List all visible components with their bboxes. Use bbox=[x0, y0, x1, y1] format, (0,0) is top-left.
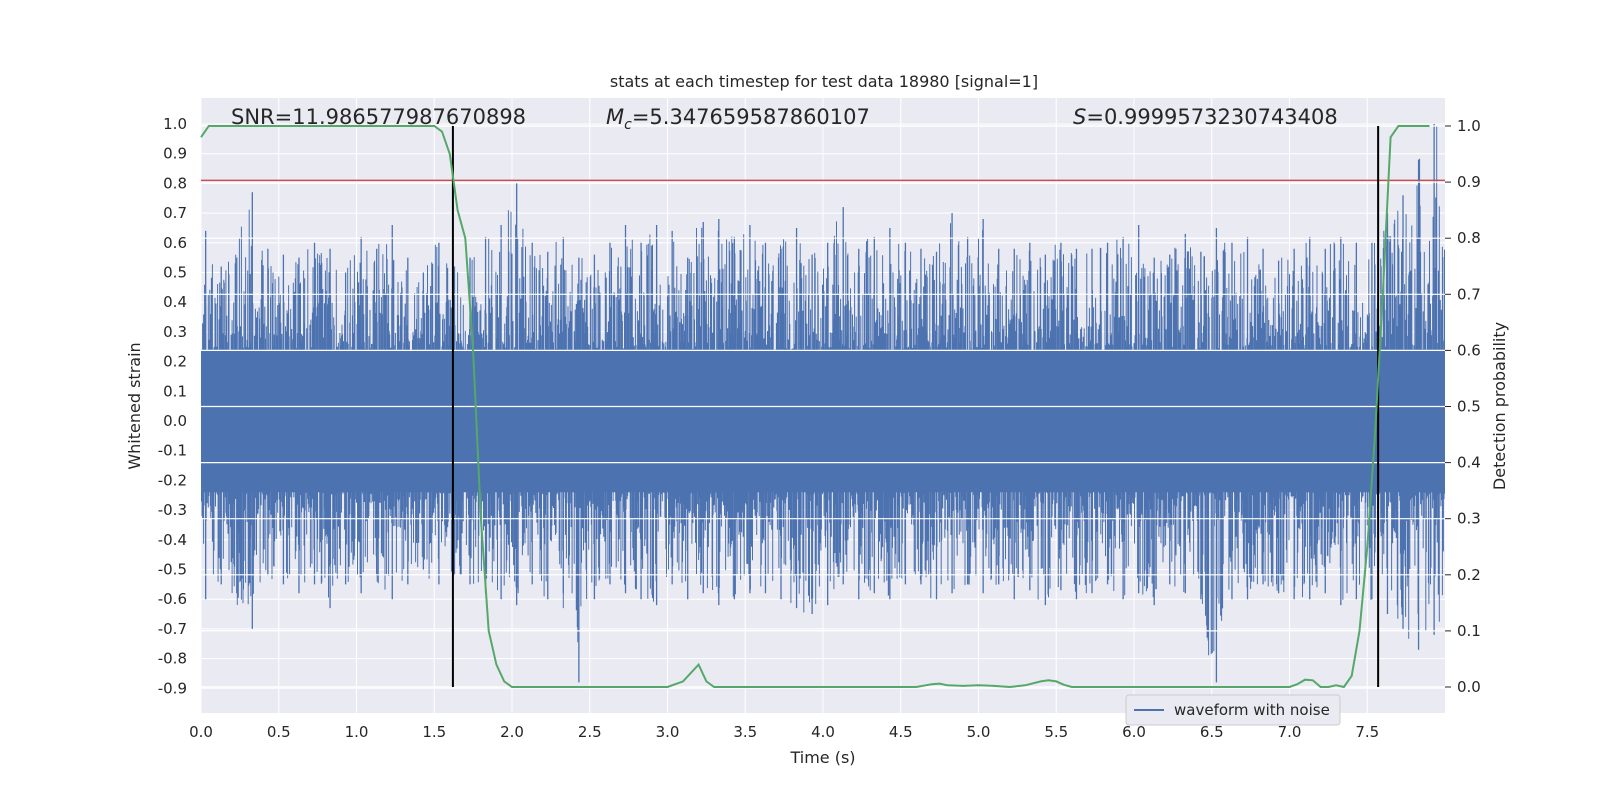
x-tick-label: 7.5 bbox=[1355, 723, 1379, 741]
legend: waveform with noise bbox=[1125, 694, 1341, 726]
x-tick-label: 0.5 bbox=[267, 723, 291, 741]
chirp-mass-symbol: M bbox=[606, 105, 624, 129]
legend-label: waveform with noise bbox=[1174, 701, 1330, 719]
snr-annotation: SNR=11.986577987670898 bbox=[231, 105, 526, 129]
x-tick-label: 4.0 bbox=[811, 723, 835, 741]
y2-tick-label: 0.1 bbox=[1457, 622, 1481, 640]
y-tick-label: -0.3 bbox=[158, 501, 187, 519]
chirp-mass-value: =5.347659587860107 bbox=[632, 105, 870, 129]
y2-tick-label: 0.4 bbox=[1457, 454, 1481, 472]
y-tick-label: 0.3 bbox=[163, 323, 187, 341]
y2-tick-label: 0.7 bbox=[1457, 285, 1481, 303]
y-tick-label: 0.1 bbox=[163, 382, 187, 400]
x-tick-label: 7.0 bbox=[1278, 723, 1302, 741]
y-tick-label: -0.2 bbox=[158, 471, 187, 489]
x-tick-label: 0.0 bbox=[189, 723, 213, 741]
score-symbol: S bbox=[1073, 105, 1086, 129]
x-tick-label: 5.5 bbox=[1044, 723, 1068, 741]
y-tick-label: -0.8 bbox=[158, 650, 187, 668]
y-tick-label: 0.4 bbox=[163, 293, 187, 311]
probability-line bbox=[200, 125, 1430, 689]
y-tick-label: -0.6 bbox=[158, 590, 187, 608]
y-tick-labels: 1.0 0.9 0.8 0.7 0.6 0.5 0.4 0.3 0.2 0.1 0.0 -0.1 -0.… bbox=[158, 115, 187, 697]
y2-tick-label: 0.0 bbox=[1457, 678, 1481, 696]
x-tick-label: 5.0 bbox=[967, 723, 991, 741]
legend-box bbox=[1125, 694, 1341, 726]
y2-axis-label: Detection probability bbox=[1490, 322, 1509, 490]
chirp-mass-annotation: Mc=5.347659587860107 bbox=[606, 105, 870, 133]
x-tick-label: 6.0 bbox=[1122, 723, 1146, 741]
waveform-core-band bbox=[201, 349, 1445, 493]
y2-tick-label: 0.6 bbox=[1457, 341, 1481, 359]
waveform-series bbox=[201, 124, 1445, 688]
x-tick-label: 1.0 bbox=[345, 723, 369, 741]
y-tick-label: -0.5 bbox=[158, 561, 187, 579]
chart-title: stats at each timestep for test data 189… bbox=[610, 72, 1038, 91]
x-tick-label: 6.5 bbox=[1200, 723, 1224, 741]
y-tick-label: 1.0 bbox=[163, 115, 187, 133]
y2-tick-label: 0.3 bbox=[1457, 510, 1481, 528]
y2-tick-label: 0.8 bbox=[1457, 229, 1481, 247]
y2-tick-labels: 1.0 0.9 0.8 0.7 0.6 0.5 0.4 0.3 0.2 0.1 0.0 bbox=[1445, 117, 1481, 696]
y-tick-label: -0.7 bbox=[158, 620, 187, 638]
x-tick-labels: 0.0 0.5 1.0 1.5 2.0 2.5 3.0 3.5 4.0 4.5 5.0 5.5 6.0 6… bbox=[189, 723, 1379, 741]
y-tick-label: 0.7 bbox=[163, 204, 187, 222]
y-tick-label: 0.9 bbox=[163, 145, 187, 163]
y2-tick-label: 0.5 bbox=[1457, 398, 1481, 416]
x-tick-label: 3.0 bbox=[656, 723, 680, 741]
y-tick-label: -0.9 bbox=[158, 679, 187, 697]
detection-probability-series bbox=[200, 125, 1430, 689]
score-value: =0.9999573230743408 bbox=[1086, 105, 1337, 129]
x-tick-label: 2.0 bbox=[500, 723, 524, 741]
y2-tick-label: 0.9 bbox=[1457, 173, 1481, 191]
markers bbox=[201, 126, 1445, 687]
chirp-mass-subscript: c bbox=[624, 117, 632, 133]
y-tick-label: 0.6 bbox=[163, 234, 187, 252]
y-tick-label: -0.4 bbox=[158, 531, 187, 549]
x-tick-label: 3.5 bbox=[733, 723, 757, 741]
y2-tick-label: 1.0 bbox=[1457, 117, 1481, 135]
y-tick-label: 0.0 bbox=[163, 412, 187, 430]
x-tick-label: 4.5 bbox=[889, 723, 913, 741]
score-annotation: S=0.9999573230743408 bbox=[1073, 105, 1338, 129]
x-tick-label: 1.5 bbox=[422, 723, 446, 741]
y-tick-label: -0.1 bbox=[158, 442, 187, 460]
y-axis-label: Whitened strain bbox=[125, 342, 144, 469]
x-axis-label: Time (s) bbox=[789, 748, 855, 767]
y-tick-label: 0.8 bbox=[163, 174, 187, 192]
y-tick-label: 0.5 bbox=[163, 264, 187, 282]
x-tick-label: 2.5 bbox=[578, 723, 602, 741]
y-tick-label: 0.2 bbox=[163, 353, 187, 371]
y2-tick-label: 0.2 bbox=[1457, 566, 1481, 584]
